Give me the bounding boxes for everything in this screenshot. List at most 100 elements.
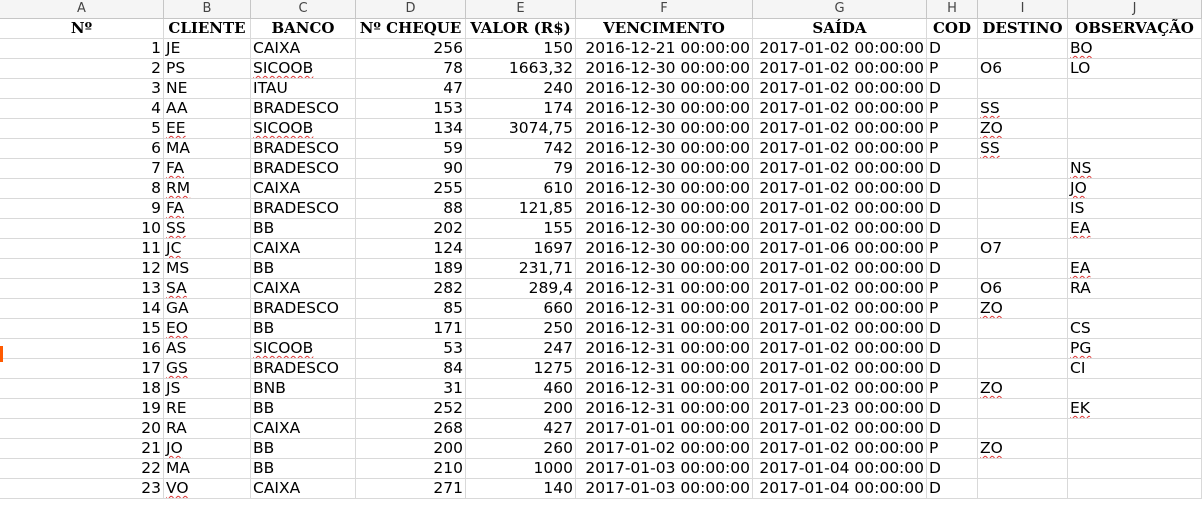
- cell[interactable]: PS: [164, 59, 251, 79]
- cell[interactable]: JS: [164, 379, 251, 399]
- cell[interactable]: [978, 39, 1068, 59]
- cell[interactable]: 2017-01-02 00:00:00: [753, 379, 927, 399]
- cell[interactable]: 2016-12-30 00:00:00: [576, 259, 753, 279]
- cell[interactable]: BRADESCO: [251, 139, 356, 159]
- cell[interactable]: SICOOB: [251, 339, 356, 359]
- cell[interactable]: 252: [356, 399, 466, 419]
- cell[interactable]: BRADESCO: [251, 299, 356, 319]
- cell[interactable]: 1: [0, 39, 164, 59]
- cell[interactable]: 2016-12-30 00:00:00: [576, 159, 753, 179]
- cell[interactable]: P: [927, 99, 978, 119]
- cell[interactable]: 22: [0, 459, 164, 479]
- column-header-f[interactable]: F: [576, 0, 753, 18]
- cell[interactable]: SS: [164, 219, 251, 239]
- cell[interactable]: 23: [0, 479, 164, 499]
- cell[interactable]: ITAU: [251, 79, 356, 99]
- cell[interactable]: 2017-01-03 00:00:00: [576, 479, 753, 499]
- cell[interactable]: 1697: [466, 239, 576, 259]
- cell[interactable]: P: [927, 239, 978, 259]
- cell[interactable]: JE: [164, 39, 251, 59]
- cell[interactable]: 2017-01-02 00:00:00: [753, 359, 927, 379]
- cell[interactable]: EA: [1068, 259, 1202, 279]
- cell[interactable]: [978, 199, 1068, 219]
- cell[interactable]: BB: [251, 319, 356, 339]
- cell[interactable]: 2017-01-02 00:00:00: [753, 199, 927, 219]
- cell[interactable]: D: [927, 79, 978, 99]
- cell[interactable]: BB: [251, 399, 356, 419]
- cell[interactable]: 2016-12-31 00:00:00: [576, 379, 753, 399]
- cell[interactable]: RM: [164, 179, 251, 199]
- cell[interactable]: 2017-01-02 00:00:00: [753, 39, 927, 59]
- cell[interactable]: CI: [1068, 359, 1202, 379]
- cell[interactable]: P: [927, 59, 978, 79]
- cell[interactable]: 2016-12-31 00:00:00: [576, 399, 753, 419]
- cell[interactable]: 2017-01-02 00:00:00: [753, 259, 927, 279]
- cell[interactable]: 2017-01-02 00:00:00: [753, 339, 927, 359]
- cell[interactable]: AS: [164, 339, 251, 359]
- cell[interactable]: [978, 479, 1068, 499]
- cell[interactable]: P: [927, 279, 978, 299]
- cell[interactable]: 2016-12-31 00:00:00: [576, 299, 753, 319]
- column-header-g[interactable]: G: [753, 0, 927, 18]
- cell[interactable]: D: [927, 339, 978, 359]
- cell[interactable]: D: [927, 479, 978, 499]
- cell[interactable]: 247: [466, 339, 576, 359]
- cell[interactable]: 3: [0, 79, 164, 99]
- column-header-h[interactable]: H: [927, 0, 978, 18]
- cell[interactable]: 2017-01-03 00:00:00: [576, 459, 753, 479]
- cell[interactable]: 3074,75: [466, 119, 576, 139]
- cell[interactable]: 2016-12-31 00:00:00: [576, 279, 753, 299]
- cell[interactable]: 59: [356, 139, 466, 159]
- cell[interactable]: NS: [1068, 159, 1202, 179]
- cell[interactable]: 2016-12-31 00:00:00: [576, 319, 753, 339]
- cell[interactable]: 2017-01-02 00:00:00: [753, 99, 927, 119]
- header-cell[interactable]: BANCO: [251, 19, 356, 39]
- header-cell[interactable]: CLIENTE: [164, 19, 251, 39]
- cell[interactable]: [1068, 299, 1202, 319]
- cell[interactable]: O6: [978, 279, 1068, 299]
- cell[interactable]: 18: [0, 379, 164, 399]
- cell[interactable]: O6: [978, 59, 1068, 79]
- cell[interactable]: P: [927, 139, 978, 159]
- cell[interactable]: 153: [356, 99, 466, 119]
- cell[interactable]: 174: [466, 99, 576, 119]
- cell[interactable]: [978, 419, 1068, 439]
- header-cell[interactable]: SAÍDA: [753, 19, 927, 39]
- cell[interactable]: EK: [1068, 399, 1202, 419]
- column-header-e[interactable]: E: [466, 0, 576, 18]
- header-cell[interactable]: Nº: [0, 19, 164, 39]
- cell[interactable]: [1068, 379, 1202, 399]
- cell[interactable]: 2017-01-02 00:00:00: [753, 159, 927, 179]
- cell[interactable]: 2017-01-23 00:00:00: [753, 399, 927, 419]
- cell[interactable]: PG: [1068, 339, 1202, 359]
- cell[interactable]: 189: [356, 259, 466, 279]
- column-header-b[interactable]: B: [164, 0, 251, 18]
- cell[interactable]: 2017-01-02 00:00:00: [753, 219, 927, 239]
- cell[interactable]: FA: [164, 159, 251, 179]
- cell[interactable]: D: [927, 319, 978, 339]
- column-header-a[interactable]: A: [0, 0, 164, 18]
- cell[interactable]: 271: [356, 479, 466, 499]
- header-cell[interactable]: DESTINO: [978, 19, 1068, 39]
- cell[interactable]: 256: [356, 39, 466, 59]
- cell[interactable]: 2017-01-02 00:00:00: [753, 179, 927, 199]
- cell[interactable]: D: [927, 259, 978, 279]
- header-cell[interactable]: VENCIMENTO: [576, 19, 753, 39]
- cell[interactable]: 53: [356, 339, 466, 359]
- cell[interactable]: BB: [251, 219, 356, 239]
- cell[interactable]: D: [927, 399, 978, 419]
- cell[interactable]: 460: [466, 379, 576, 399]
- cell[interactable]: SICOOB: [251, 59, 356, 79]
- cell[interactable]: [1068, 419, 1202, 439]
- cell[interactable]: 231,71: [466, 259, 576, 279]
- cell[interactable]: P: [927, 119, 978, 139]
- cell[interactable]: 200: [466, 399, 576, 419]
- cell[interactable]: MA: [164, 139, 251, 159]
- cell[interactable]: 2017-01-02 00:00:00: [753, 59, 927, 79]
- cell[interactable]: D: [927, 199, 978, 219]
- cell[interactable]: P: [927, 299, 978, 319]
- cell[interactable]: SS: [978, 99, 1068, 119]
- cell[interactable]: 31: [356, 379, 466, 399]
- cell[interactable]: [978, 219, 1068, 239]
